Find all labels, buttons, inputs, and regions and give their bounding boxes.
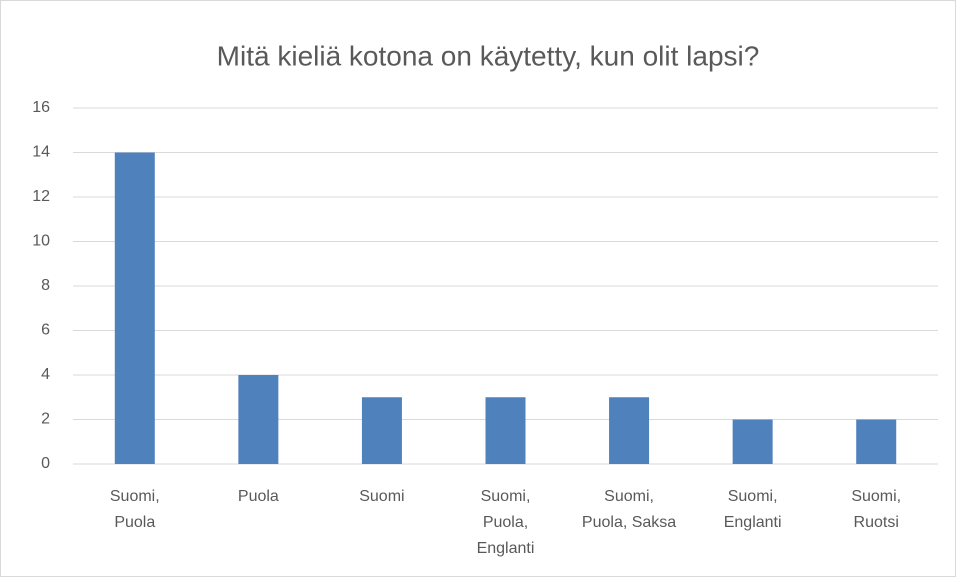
x-tick-label: Suomi, Ruotsi [851,488,901,531]
y-tick-label: 8 [41,277,50,294]
bar [485,397,526,464]
x-tick-label: Suomi, Puola [110,488,160,531]
y-tick-label: 0 [41,455,50,472]
y-tick-label: 4 [41,366,50,383]
y-tick-label: 16 [32,99,50,116]
bar [609,397,650,464]
bar [114,152,155,464]
x-tick-label: Suomi, Puola, Englanti [477,488,535,557]
bar [732,419,773,464]
y-tick-label: 6 [41,322,50,339]
x-tick-label: Puola [238,488,279,505]
y-tick-label: 14 [32,144,50,161]
chart-title: Mitä kieliä kotona on käytetty, kun olit… [217,40,760,71]
y-tick-label: 10 [32,233,50,250]
bar [238,375,279,464]
y-tick-label: 2 [41,411,50,428]
x-tick-label: Suomi, Englanti [724,488,782,531]
x-tick-label: Suomi, Puola, Saksa [582,488,676,531]
x-tick-label: Suomi [359,488,404,505]
bar [856,419,897,464]
y-tick-label: 12 [32,188,50,205]
bar [361,397,402,464]
